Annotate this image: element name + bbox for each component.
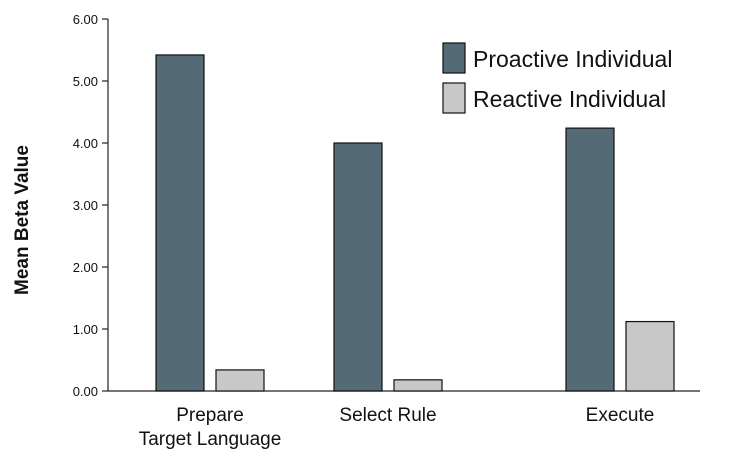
y-tick-label: 3.00 (73, 198, 98, 213)
y-tick-label: 2.00 (73, 260, 98, 275)
bar (393, 379, 443, 392)
y-axis-label: Mean Beta Value (12, 145, 33, 295)
legend-swatch (442, 42, 466, 74)
bar (215, 369, 265, 392)
bars (155, 54, 675, 392)
y-tick-label: 5.00 (73, 74, 98, 89)
x-tick-label: Prepare (176, 405, 244, 426)
bar (333, 142, 383, 392)
x-tick-label: Select Rule (339, 405, 436, 426)
axes: 0.00 1.00 2.00 3.00 4.00 5.00 6.00 Prepare Targe… (73, 12, 700, 450)
legend-label: Reactive Individual (473, 86, 666, 112)
legend-label: Proactive Individual (473, 46, 672, 72)
y-tick-label: 0.00 (73, 384, 98, 399)
bar (565, 127, 615, 392)
bar (155, 54, 205, 392)
legend-swatch (442, 82, 466, 114)
legend: Proactive Individual Reactive Individual (442, 42, 672, 114)
y-tick-label: 1.00 (73, 322, 98, 337)
bar (625, 320, 675, 392)
y-tick-label: 6.00 (73, 12, 98, 27)
x-tick-label: Target Language (139, 429, 282, 450)
x-tick-label: Execute (586, 405, 655, 426)
y-tick-label: 4.00 (73, 136, 98, 151)
